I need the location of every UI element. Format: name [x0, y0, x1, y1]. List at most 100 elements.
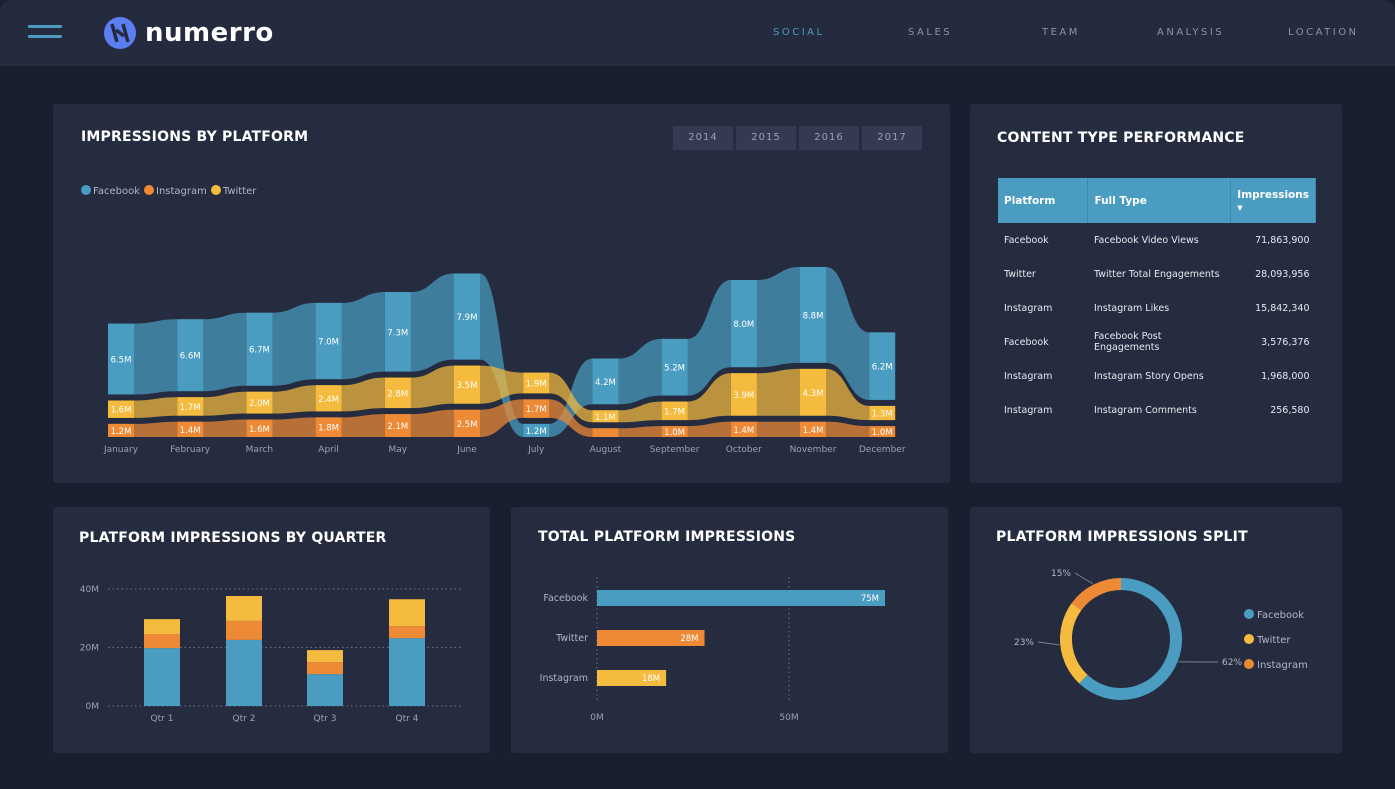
table-row[interactable]: Instagram Instagram Story Opens 1,968,000: [998, 359, 1316, 393]
total-impressions-card: TOTAL PLATFORM IMPRESSIONS 0M 50M 75M Faceb…: [511, 507, 948, 753]
y-tick-label: 40M: [80, 585, 99, 595]
year-2015[interactable]: 2015: [736, 126, 796, 150]
cell-impressions: 71,863,900: [1255, 234, 1310, 246]
bar-twitter: [226, 596, 262, 621]
legend-twitter[interactable]: Twitter: [1244, 634, 1291, 646]
cell-type: Facebook Video Views: [1093, 234, 1199, 246]
x-tick-label: Qtr 1: [151, 714, 174, 724]
data-label: 8.0M: [733, 320, 754, 330]
table-row[interactable]: Twitter Twitter Total Engagements 28,093,9…: [998, 257, 1316, 291]
bar-facebook: [800, 266, 826, 363]
sort-desc-icon: ▼: [1237, 203, 1243, 212]
data-label: 18M: [642, 674, 660, 684]
nav-social[interactable]: SOCIAL: [773, 27, 825, 38]
card-title: PLATFORM IMPRESSIONS BY QUARTER: [79, 530, 387, 546]
card-title: IMPRESSIONS BY PLATFORM: [81, 129, 309, 145]
y-tick-label: Facebook: [543, 593, 588, 604]
bar-twitter: [597, 630, 705, 646]
bar-instagram: [800, 421, 826, 437]
data-label: 1.6M: [111, 406, 132, 416]
table-row[interactable]: Facebook Facebook Post Engagements 3,576,3…: [998, 325, 1316, 359]
x-tick-label: October: [726, 445, 762, 455]
y-tick-label: Instagram: [540, 673, 588, 684]
cell-impressions: 15,842,340: [1255, 302, 1310, 314]
legend-facebook[interactable]: Facebook: [1244, 609, 1304, 621]
x-tick-label: 0M: [590, 713, 604, 723]
legend-instagram[interactable]: Instagram: [144, 185, 207, 197]
cell-platform: Twitter: [1004, 268, 1036, 280]
legend-twitter[interactable]: Twitter: [210, 185, 256, 197]
y-tick-label: Twitter: [555, 633, 588, 644]
card-title: PLATFORM IMPRESSIONS SPLIT: [996, 529, 1248, 545]
x-tick-label: September: [650, 445, 700, 455]
bar-instagram: [315, 417, 342, 437]
bar-twitter: [730, 373, 757, 416]
col-full-type[interactable]: Full Type: [1087, 178, 1232, 223]
col-impressions[interactable]: Impressions ▼: [1230, 178, 1316, 223]
bar-twitter: [177, 397, 204, 416]
bar-instagram: [869, 426, 896, 437]
data-label: 1.9M: [526, 380, 547, 390]
nav-team[interactable]: TEAM: [1042, 27, 1080, 38]
nav-sales[interactable]: SALES: [908, 27, 953, 38]
cell-platform: Facebook: [1004, 234, 1049, 246]
data-label: 1.4M: [733, 426, 754, 436]
year-2016[interactable]: 2016: [799, 126, 859, 150]
bar-instagram: [730, 421, 757, 437]
x-tick-label: 50M: [779, 713, 798, 723]
data-label: 2.1M: [387, 422, 408, 432]
slice-facebook: [1079, 578, 1182, 700]
data-label: 2.5M: [457, 420, 478, 430]
leader-line: [1074, 572, 1094, 585]
data-label: 7.3M: [387, 328, 408, 338]
logo[interactable]: numerro: [103, 16, 274, 50]
bar-twitter: [523, 372, 550, 394]
content-table: Platform Full Type Impressions ▼ Facebook…: [998, 178, 1316, 427]
table-row[interactable]: Facebook Facebook Video Views 71,863,900: [998, 223, 1316, 257]
bar-twitter: [246, 391, 273, 414]
col-platform[interactable]: Platform: [998, 178, 1089, 223]
data-label: 28M: [680, 634, 698, 644]
cell-platform: Instagram: [1004, 370, 1053, 382]
year-2014[interactable]: 2014: [673, 126, 733, 150]
quarter-chart: 0M 20M 40M Qtr 1 Qtr 2 Qtr 3 Qtr 4: [80, 585, 463, 724]
legend-facebook[interactable]: Facebook: [81, 185, 140, 197]
table-row[interactable]: Instagram Instagram Comments 256,580: [998, 393, 1316, 427]
data-label: 62%: [1222, 658, 1242, 668]
data-label: 3.5M: [457, 381, 478, 391]
cell-platform: Instagram: [1004, 302, 1053, 314]
bar-facebook: [315, 302, 342, 380]
bar-instagram: [246, 419, 273, 437]
bar-instagram: [177, 421, 204, 437]
data-label: 2.4M: [318, 395, 339, 405]
data-label: 1.2M: [111, 427, 132, 437]
x-tick-label: January: [103, 445, 139, 455]
data-label: 1.7M: [664, 407, 685, 417]
x-tick-label: June: [456, 445, 477, 455]
bar-facebook: [177, 319, 204, 392]
menu-icon[interactable]: [28, 25, 62, 41]
nav-analysis[interactable]: ANALYSIS: [1157, 27, 1225, 38]
slice-instagram: [1071, 578, 1122, 611]
bar-instagram: [661, 426, 688, 437]
nav-location[interactable]: LOCATION: [1288, 27, 1359, 38]
data-label: 4.3M: [803, 389, 824, 399]
split-card: PLATFORM IMPRESSIONS SPLIT 62% 23% 15% Fac…: [970, 507, 1342, 753]
bar-twitter: [454, 365, 480, 404]
bar-instagram: [307, 662, 343, 675]
bar-facebook: [597, 590, 885, 606]
x-tick-label: November: [790, 445, 837, 455]
data-label: 1.0M: [872, 428, 893, 438]
data-label: 1.0M: [664, 428, 685, 438]
table-row[interactable]: Instagram Instagram Likes 15,842,340: [998, 291, 1316, 325]
bar-facebook: [661, 338, 688, 396]
x-tick-label: February: [170, 445, 211, 455]
bar-facebook: [246, 312, 273, 386]
legend-instagram[interactable]: Instagram: [1244, 659, 1308, 671]
year-2017[interactable]: 2017: [862, 126, 922, 150]
bar-twitter: [144, 619, 180, 635]
cell-type: Instagram Likes: [1093, 302, 1170, 314]
cell-type: Instagram Comments: [1093, 404, 1197, 416]
cell-impressions: 1,968,000: [1261, 370, 1310, 382]
x-tick-label: Qtr 3: [314, 714, 337, 724]
